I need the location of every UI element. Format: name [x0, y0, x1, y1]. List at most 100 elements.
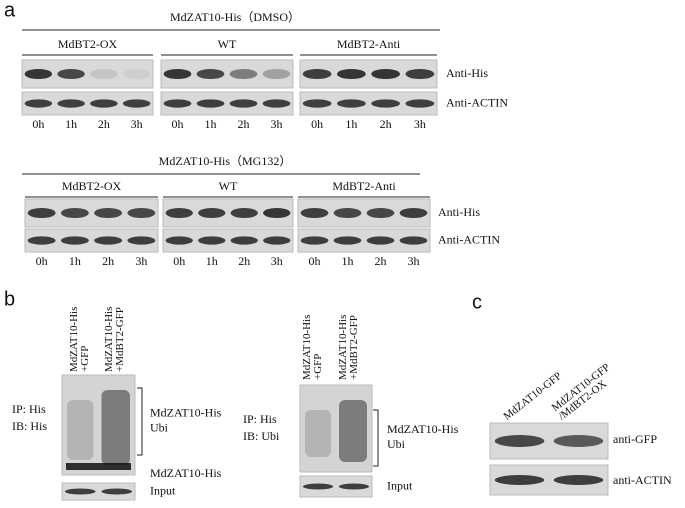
time-label: 2h — [380, 117, 392, 131]
smear — [67, 400, 94, 460]
ip-label: IP: His — [12, 402, 46, 416]
bracket — [373, 409, 379, 467]
smear — [101, 390, 130, 465]
group-label: MdBT2-Anti — [332, 179, 396, 193]
band — [66, 463, 131, 470]
time-label: 1h — [206, 254, 218, 268]
time-label: 3h — [131, 117, 143, 131]
row-label: Anti-His — [438, 205, 480, 219]
row-label: Anti-ACTIN — [446, 95, 508, 109]
time-label: 1h — [69, 254, 81, 268]
band — [262, 99, 291, 108]
band — [230, 236, 258, 245]
band — [553, 475, 604, 485]
band — [122, 99, 151, 108]
group-label: MdBT2-OX — [62, 179, 122, 193]
band — [371, 99, 401, 108]
band — [302, 68, 332, 80]
time-label: 3h — [271, 254, 283, 268]
group-label: MdBT2-Anti — [337, 37, 401, 51]
band — [230, 207, 258, 219]
time-label: 1h — [205, 117, 217, 131]
band — [399, 236, 428, 245]
time-label: 1h — [345, 117, 357, 131]
band — [399, 207, 428, 219]
bracket-label: Ubi — [150, 420, 169, 434]
band — [229, 99, 258, 108]
band — [494, 475, 545, 485]
lane-label-line: +GFP — [312, 354, 324, 380]
bracket-label: Ubi — [387, 437, 406, 451]
band — [101, 488, 133, 495]
time-label: 0h — [311, 117, 323, 131]
band — [94, 236, 123, 245]
band — [27, 207, 56, 219]
ib-label: IB: Ubi — [243, 429, 280, 443]
time-label: 2h — [375, 254, 387, 268]
band — [165, 236, 193, 245]
block-title: MdZAT10-His（MG132） — [159, 154, 292, 168]
band — [24, 68, 53, 80]
band — [127, 236, 156, 245]
lane-label: MdZAT10-GFP/MdBT2-OX — [549, 361, 619, 422]
blot — [160, 59, 294, 89]
time-label: 0h — [173, 254, 185, 268]
time-label: 3h — [414, 117, 426, 131]
band — [300, 207, 329, 219]
band — [94, 207, 123, 219]
time-label: 3h — [271, 117, 283, 131]
lane-label-line: MdZAT10-His — [68, 307, 80, 372]
band — [165, 207, 193, 219]
band — [57, 68, 85, 80]
blot — [160, 91, 294, 116]
band — [24, 99, 53, 108]
band — [127, 207, 156, 219]
group-label: WT — [219, 179, 238, 193]
block-title: MdZAT10-His（DMSO） — [170, 10, 300, 24]
time-label: 2h — [102, 254, 114, 268]
time-label: 2h — [238, 254, 250, 268]
time-label: 2h — [98, 117, 110, 131]
lane-label: MdZAT10-His+MdBT2-GFP — [337, 315, 360, 380]
band-label: MdZAT10-His — [150, 466, 222, 480]
band — [122, 68, 151, 80]
band — [90, 99, 118, 108]
blot — [24, 228, 159, 253]
band — [494, 435, 545, 447]
lane-label-line: +MdBT2-GFP — [348, 315, 360, 380]
band — [300, 236, 329, 245]
band — [553, 435, 604, 447]
band — [60, 207, 89, 219]
lane-label: MdZAT10-GFP — [501, 370, 564, 423]
lane-label: MdZAT10-His+GFP — [68, 307, 91, 372]
time-label: 0h — [32, 117, 44, 131]
blot — [297, 228, 431, 253]
ib-label: IB: His — [12, 419, 47, 433]
bracket-label: MdZAT10-His — [387, 422, 459, 436]
band — [366, 207, 395, 219]
band — [405, 68, 435, 80]
lane-label: MdZAT10-His+MdBT2-GFP — [103, 307, 126, 372]
blot — [21, 91, 154, 116]
blot — [299, 91, 438, 116]
band — [198, 207, 226, 219]
bracket-label: MdZAT10-His — [150, 405, 222, 419]
row-label: Anti-His — [446, 66, 488, 80]
bracket — [137, 387, 143, 456]
blot — [61, 482, 136, 501]
band — [198, 236, 226, 245]
time-label: 0h — [36, 254, 48, 268]
row-label: Anti-ACTIN — [438, 232, 500, 246]
band — [163, 99, 192, 108]
band — [60, 236, 89, 245]
lane-label-line: +MdBT2-GFP — [114, 307, 126, 372]
group-label: MdBT2-OX — [58, 37, 118, 51]
input-label: Input — [150, 483, 176, 497]
row-label: anti-GFP — [613, 432, 657, 446]
band — [336, 68, 366, 80]
band — [302, 99, 332, 108]
panel-label: c — [472, 291, 482, 313]
lane-label-line: +GFP — [79, 346, 91, 372]
lane-label: MdZAT10-His+GFP — [301, 315, 324, 380]
